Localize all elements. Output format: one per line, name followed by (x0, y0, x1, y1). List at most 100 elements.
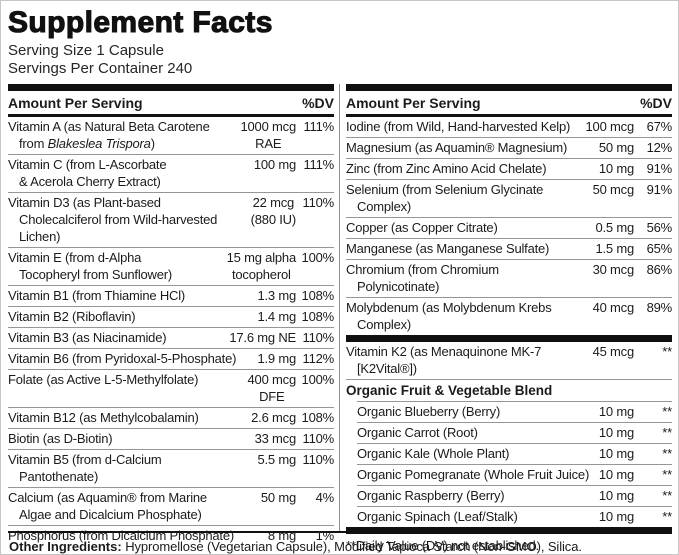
nutrient-amount: 15 mg alpha tocopherol (226, 250, 297, 282)
left-header-bar (8, 84, 334, 91)
nutrient-amount: 8 mg (267, 528, 296, 543)
vitamin-rows: Vitamin A (as Natural Beta Carotene from… (8, 117, 334, 546)
blend-ingredient-name: Organic Blueberry (Berry) (357, 403, 595, 420)
nutrient-name: Vitamin K2 (as Menaquinone MK-7 [K2Vital… (346, 343, 589, 377)
nutrient-dv: 4% (315, 490, 335, 505)
blend-ingredient-dv: ** (662, 467, 672, 482)
nutrient-dv: ** (662, 344, 672, 359)
nutrient-amount: 40 mcg (592, 300, 635, 315)
left-column: Amount Per Serving %DV Vitamin A (as Nat… (8, 84, 340, 543)
blend-ingredient-name: Organic Pomegranate (Whole Fruit Juice) (357, 466, 595, 483)
nutrient-name: Vitamin C (from L-Ascorbate & Acerola Ch… (8, 156, 250, 190)
other-ingredients-label: Other Ingredients: (9, 539, 122, 554)
nutrient-name: Vitamin B6 (from Pyridoxal-5-Phosphate) (8, 350, 253, 367)
nutrient-row: Chromium (from Chromium Polynicotinate) … (346, 260, 672, 298)
nutrient-name: Copper (as Copper Citrate) (346, 219, 591, 236)
nutrient-name: Folate (as Active L-5-Methylfolate) (8, 371, 244, 388)
nutrient-amount: 22 mcg (880 IU) (250, 195, 297, 227)
blend-rows: Organic Blueberry (Berry) 10 mg ** Organ… (357, 401, 672, 527)
nutrient-name-suffix: ) (150, 136, 155, 151)
section-divider-bar (346, 335, 672, 342)
blend-ingredient-name-text: Organic Carrot (Root) (357, 425, 478, 440)
nutrient-name: Vitamin E (from d-Alpha Tocopheryl from … (8, 249, 223, 283)
nutrient-name-text: Chromium (from Chromium Polynicotinate) (346, 262, 499, 294)
nutrient-row: Calcium (as Aquamin® from Marine Algae a… (8, 488, 334, 526)
nutrient-dv: 111% (303, 157, 334, 172)
nutrient-name-text: Phosphorus (from Dicalcium Phosphate) (8, 528, 234, 543)
blend-ingredient-dv: ** (662, 425, 672, 440)
blend-row: Organic Blueberry (Berry) 10 mg ** (357, 401, 672, 422)
nutrient-name-italic: Blakeslea Trispora (47, 136, 151, 151)
nutrient-dv: 108% (301, 410, 335, 425)
blend-ingredient-dv: ** (662, 509, 672, 524)
nutrient-name: Vitamin D3 (as Plant-based Cholecalcifer… (8, 194, 247, 245)
nutrient-name: Phosphorus (from Dicalcium Phosphate) (8, 527, 264, 544)
dv-header-label: %DV (302, 95, 334, 111)
nutrient-amount: 50 mg (260, 490, 296, 505)
nutrient-name: Biotin (as D-Biotin) (8, 430, 251, 447)
nutrient-name-text: Folate (as Active L-5-Methylfolate) (8, 372, 199, 387)
nutrient-name-text: Calcium (as Aquamin® from Marine Algae a… (8, 490, 207, 522)
nutrient-amount: 1.9 mg (257, 351, 296, 366)
nutrient-dv: 110% (302, 195, 335, 210)
blend-ingredient-name: Organic Carrot (Root) (357, 424, 595, 441)
nutrient-name-text: Vitamin B3 (as Niacinamide) (8, 330, 167, 345)
nutrient-amount: 50 mcg (592, 182, 635, 197)
nutrient-name: Molybdenum (as Molybdenum Krebs Complex) (346, 299, 589, 333)
blend-ingredient-amount: 10 mg (598, 425, 634, 440)
nutrient-row: Biotin (as D-Biotin) 33 mcg 110% (8, 429, 334, 450)
blend-ingredient-name: Organic Kale (Whole Plant) (357, 445, 595, 462)
nutrient-dv: 89% (646, 300, 673, 315)
nutrient-name-text: Vitamin B6 (from Pyridoxal-5-Phosphate) (8, 351, 237, 366)
blend-ingredient-name-text: Organic Kale (Whole Plant) (357, 446, 510, 461)
facts-columns: Amount Per Serving %DV Vitamin A (as Nat… (8, 84, 673, 553)
nutrient-amount: 30 mcg (592, 262, 635, 277)
nutrient-amount: 1000 mcg RAE (240, 119, 297, 151)
right-header-bar (346, 84, 672, 91)
nutrient-row: Phosphorus (from Dicalcium Phosphate) 8 … (8, 526, 334, 546)
nutrient-row: Molybdenum (as Molybdenum Krebs Complex)… (346, 298, 672, 335)
nutrient-name-text: Molybdenum (as Molybdenum Krebs Complex) (346, 300, 552, 332)
blend-row: Organic Kale (Whole Plant) 10 mg ** (357, 443, 672, 464)
nutrient-row: Iodine (from Wild, Hand-harvested Kelp) … (346, 117, 672, 138)
blend-ingredient-amount: 10 mg (598, 467, 634, 482)
nutrient-name-text: Vitamin B12 (as Methylcobalamin) (8, 410, 199, 425)
nutrient-name-text: Biotin (as D-Biotin) (8, 431, 113, 446)
nutrient-name: Calcium (as Aquamin® from Marine Algae a… (8, 489, 257, 523)
footnote-divider-bar (346, 527, 672, 534)
amount-per-serving-label: Amount Per Serving (346, 95, 481, 111)
nutrient-dv: 91% (646, 182, 673, 197)
nutrient-name-text: Vitamin B2 (Riboflavin) (8, 309, 136, 324)
nutrient-row: Vitamin B12 (as Methylcobalamin) 2.6 mcg… (8, 408, 334, 429)
nutrient-row: Manganese (as Manganese Sulfate) 1.5 mg … (346, 239, 672, 260)
nutrient-row: Copper (as Copper Citrate) 0.5 mg 56% (346, 218, 672, 239)
nutrient-dv: 112% (302, 351, 335, 366)
dv-footnote: **Daily Value (DV) not established. (346, 538, 539, 553)
nutrient-dv: 108% (301, 288, 335, 303)
nutrient-name: Selenium (from Selenium Glycinate Comple… (346, 181, 589, 215)
nutrient-name-text: Magnesium (as Aquamin® Magnesium) (346, 140, 568, 155)
right-column-header: Amount Per Serving %DV (346, 91, 672, 117)
facts-title: Supplement Facts (7, 5, 273, 39)
blend-row: Organic Carrot (Root) 10 mg ** (357, 422, 672, 443)
nutrient-row: Vitamin D3 (as Plant-based Cholecalcifer… (8, 193, 334, 248)
nutrient-dv: 86% (646, 262, 673, 277)
blend-ingredient-amount: 10 mg (598, 404, 634, 419)
serving-info: Serving Size 1 Capsule Servings Per Cont… (8, 42, 672, 78)
nutrient-name-text: Vitamin E (from d-Alpha Tocopheryl from … (8, 250, 173, 282)
blend-ingredient-amount: 10 mg (598, 488, 634, 503)
blend-ingredient-name-text: Organic Pomegranate (Whole Fruit Juice) (357, 467, 590, 482)
nutrient-amount: 1.3 mg (257, 288, 296, 303)
nutrient-amount: 2.6 mcg (251, 410, 296, 425)
blend-ingredient-name: Organic Spinach (Leaf/Stalk) (357, 508, 595, 525)
nutrient-name-prefix: Vitamin A (as Natural Beta Carotene from (8, 119, 210, 151)
nutrient-row: Vitamin B3 (as Niacinamide) 17.6 mg NE 1… (8, 328, 334, 349)
blend-ingredient-dv: ** (662, 404, 672, 419)
nutrient-row: Vitamin B1 (from Thiamine HCl) 1.3 mg 10… (8, 286, 334, 307)
blend-row: Organic Spinach (Leaf/Stalk) 10 mg ** (357, 506, 672, 527)
nutrient-dv: 100% (301, 372, 335, 387)
nutrient-amount: 1.5 mg (595, 241, 634, 256)
nutrient-amount: 10 mg (598, 161, 634, 176)
nutrient-name: Vitamin B3 (as Niacinamide) (8, 329, 225, 346)
